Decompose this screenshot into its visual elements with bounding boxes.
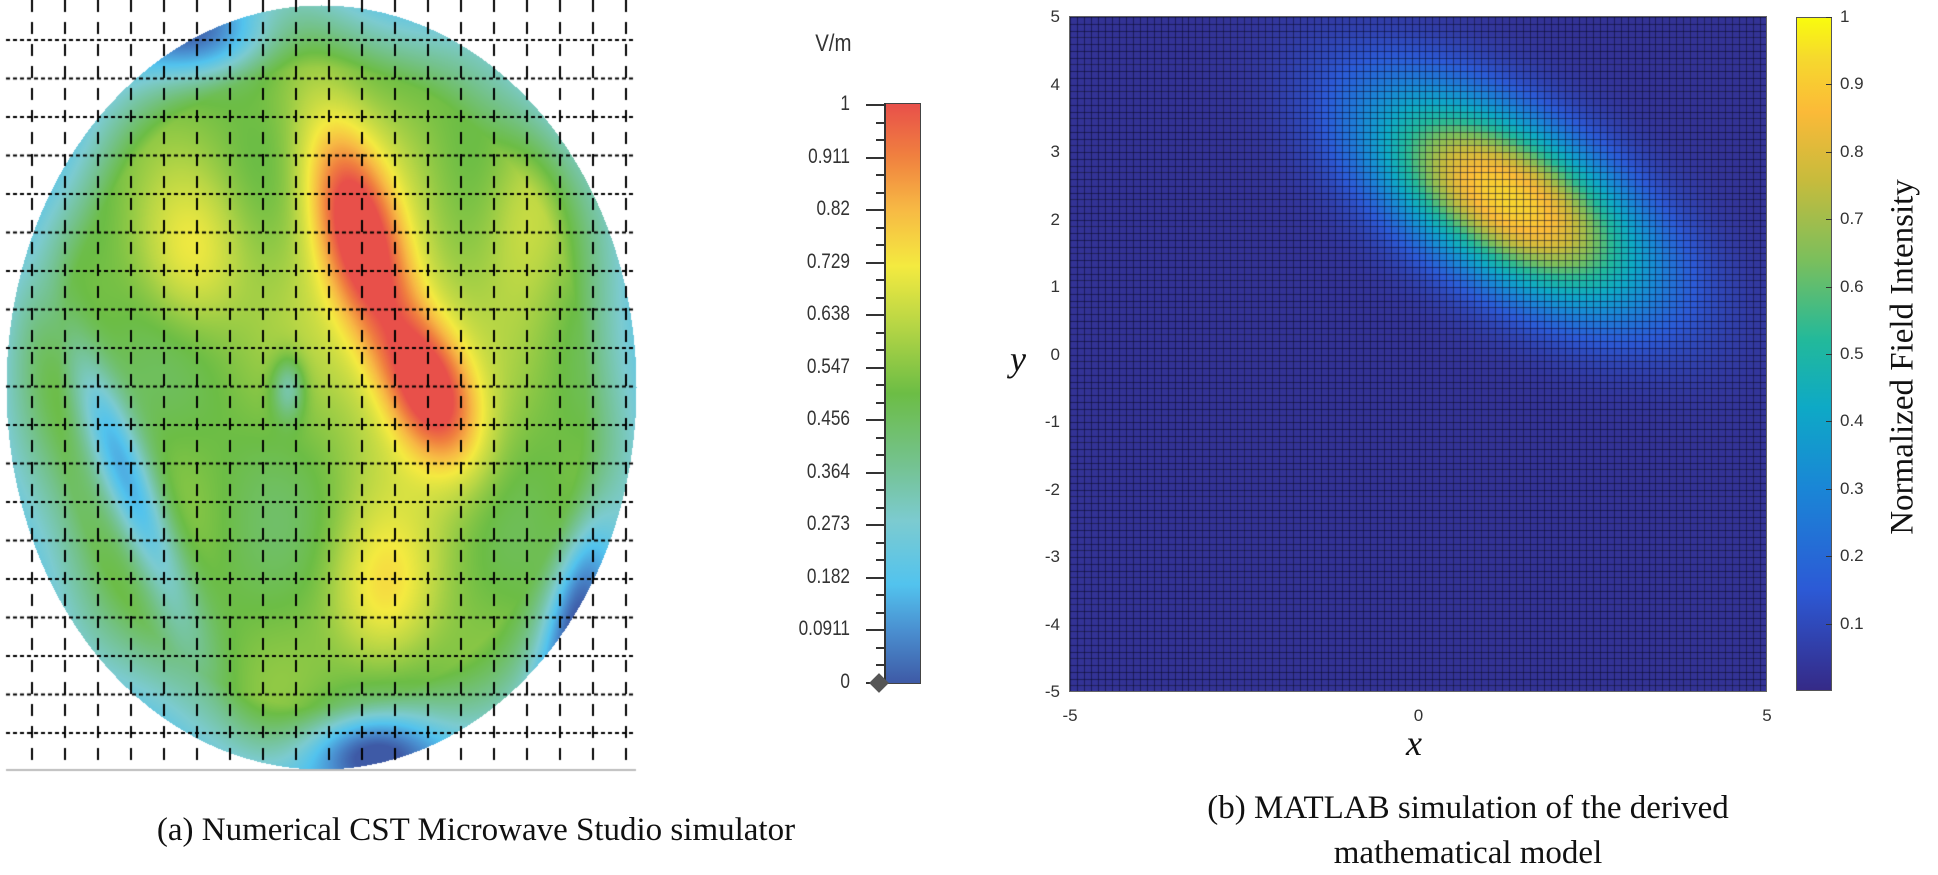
colorbar-a-minor-tick: [876, 664, 885, 667]
colorbar-a-minor-tick: [876, 296, 885, 299]
colorbar-b-tick-label: 0.7: [1840, 209, 1864, 229]
colorbar-a-major-tick: [866, 524, 885, 527]
caption-b-line-1: (b) MATLAB simulation of the derived: [1207, 790, 1729, 826]
colorbar-a-minor-tick: [876, 454, 885, 457]
colorbar-a-tick-label: 0.0911: [798, 617, 850, 641]
colorbar-a-axis-line: [884, 103, 886, 684]
colorbar-a-major-tick: [866, 419, 885, 422]
colorbar-a-minor-tick: [876, 559, 885, 562]
x-tick-label: -5: [1062, 706, 1078, 725]
colorbar-b-tick: [1826, 219, 1832, 221]
colorbar-a-major-tick: [866, 156, 885, 159]
colorbar-a-minor-tick: [876, 244, 885, 247]
colorbar-a-tick-label: 0.547: [806, 354, 850, 378]
y-axis-label: y: [1010, 339, 1026, 379]
colorbar-a-major-tick: [866, 261, 885, 264]
colorbar-a: [885, 103, 921, 684]
colorbar-a-minor-tick: [876, 646, 885, 649]
colorbar-a-minor-tick: [876, 506, 885, 509]
colorbar-a-tick-label: 0: [840, 670, 850, 693]
colorbar-a-tick-label: 1: [840, 92, 850, 115]
y-tick-label: 2: [1050, 209, 1060, 229]
colorbar-a-minor-tick: [876, 436, 885, 439]
x-tick-label: 0: [1413, 706, 1424, 725]
cst-field-heatmap: [0, 0, 640, 775]
colorbar-a-tick-label: 0.911: [808, 144, 850, 168]
colorbar-a-minor-tick: [876, 139, 885, 142]
colorbar-a-tick-label: 0.729: [806, 249, 850, 273]
colorbar-b-tick-label: 0.3: [1840, 478, 1864, 498]
x-axis-label: x: [1406, 723, 1422, 763]
colorbar-b-tick-label: 0.4: [1840, 411, 1864, 431]
colorbar-a-minor-tick: [876, 401, 885, 404]
colorbar-a-minor-tick: [876, 349, 885, 352]
colorbar-a-minor-tick: [876, 541, 885, 544]
colorbar-b-tick-label: 0.9: [1840, 74, 1864, 94]
y-tick-label: -5: [1044, 682, 1060, 701]
colorbar-b-tick: [1826, 421, 1832, 423]
colorbar-b-tick-label: 0.8: [1840, 141, 1864, 161]
colorbar-a-minor-tick: [876, 121, 885, 124]
colorbar-a-tick-label: 0.182: [806, 564, 850, 588]
colorbar-b-tick: [1826, 151, 1832, 153]
colorbar-b-tick-label: 0.5: [1840, 344, 1864, 363]
colorbar-b-tick-label: 0.2: [1840, 546, 1864, 566]
colorbar-a-minor-tick: [876, 331, 885, 334]
colorbar-b-tick: [1826, 84, 1832, 86]
colorbar-a-tick-label: 0.638: [806, 302, 850, 326]
y-tick-label: 0: [1050, 344, 1060, 364]
colorbar-b-tick-label: 0.6: [1840, 276, 1864, 296]
colorbar-b-tick: [1826, 354, 1832, 355]
y-tick-label: 1: [1050, 277, 1060, 296]
y-tick-label: -4: [1044, 614, 1060, 634]
colorbar-a-major-tick: [866, 366, 885, 369]
colorbar-a-tick-label: 0.364: [806, 459, 850, 483]
colorbar-b-tick-label: 0.1: [1840, 613, 1864, 633]
colorbar-a-minor-tick: [876, 279, 885, 282]
y-tick-label: 4: [1050, 74, 1060, 94]
colorbar-b-tick: [1826, 623, 1832, 625]
colorbar-b-label: Normalized Field Intensity: [1884, 179, 1921, 535]
colorbar-a-major-tick: [866, 629, 885, 632]
colorbar-a-tick-label: 0.82: [816, 197, 850, 221]
y-tick-label: 5: [1050, 7, 1060, 26]
colorbar-a-unit: V/m: [815, 30, 852, 57]
y-tick-label: -2: [1044, 479, 1060, 499]
colorbar-a-minor-tick: [876, 611, 885, 614]
x-tick-label: 5: [1762, 706, 1772, 725]
colorbar-a-major-tick: [866, 104, 885, 106]
colorbar-b-tick: [1826, 17, 1832, 18]
y-tick-label: -1: [1044, 412, 1060, 431]
colorbar-a-major-tick: [866, 314, 885, 317]
colorbar-a-minor-tick: [876, 489, 885, 492]
colorbar-b-tick: [1826, 556, 1832, 558]
colorbar-a-major-tick: [866, 209, 885, 212]
colorbar-a-minor-tick: [876, 174, 885, 177]
colorbar-b-tick: [1826, 488, 1832, 490]
colorbar-b-tick: [1826, 286, 1832, 288]
colorbar-a-minor-tick: [876, 226, 885, 229]
y-tick-label: 3: [1050, 142, 1060, 161]
colorbar-a-minor-tick: [876, 594, 885, 597]
colorbar-a-major-tick: [866, 576, 885, 579]
caption-b-line-2: mathematical model: [1333, 835, 1603, 871]
colorbar-a-tick-label: 0.456: [806, 407, 850, 431]
y-tick-label: -3: [1044, 547, 1060, 566]
colorbar-a-tick-label: 0.273: [806, 512, 850, 536]
colorbar-a-minor-tick: [876, 191, 885, 194]
matlab-field-heatmap: [1070, 17, 1767, 692]
caption-a: (a) Numerical CST Microwave Studio simul…: [156, 812, 796, 848]
colorbar-a-minor-tick: [876, 384, 885, 387]
colorbar-a-major-tick: [866, 471, 885, 474]
colorbar-b-tick-label: 1: [1840, 7, 1850, 26]
